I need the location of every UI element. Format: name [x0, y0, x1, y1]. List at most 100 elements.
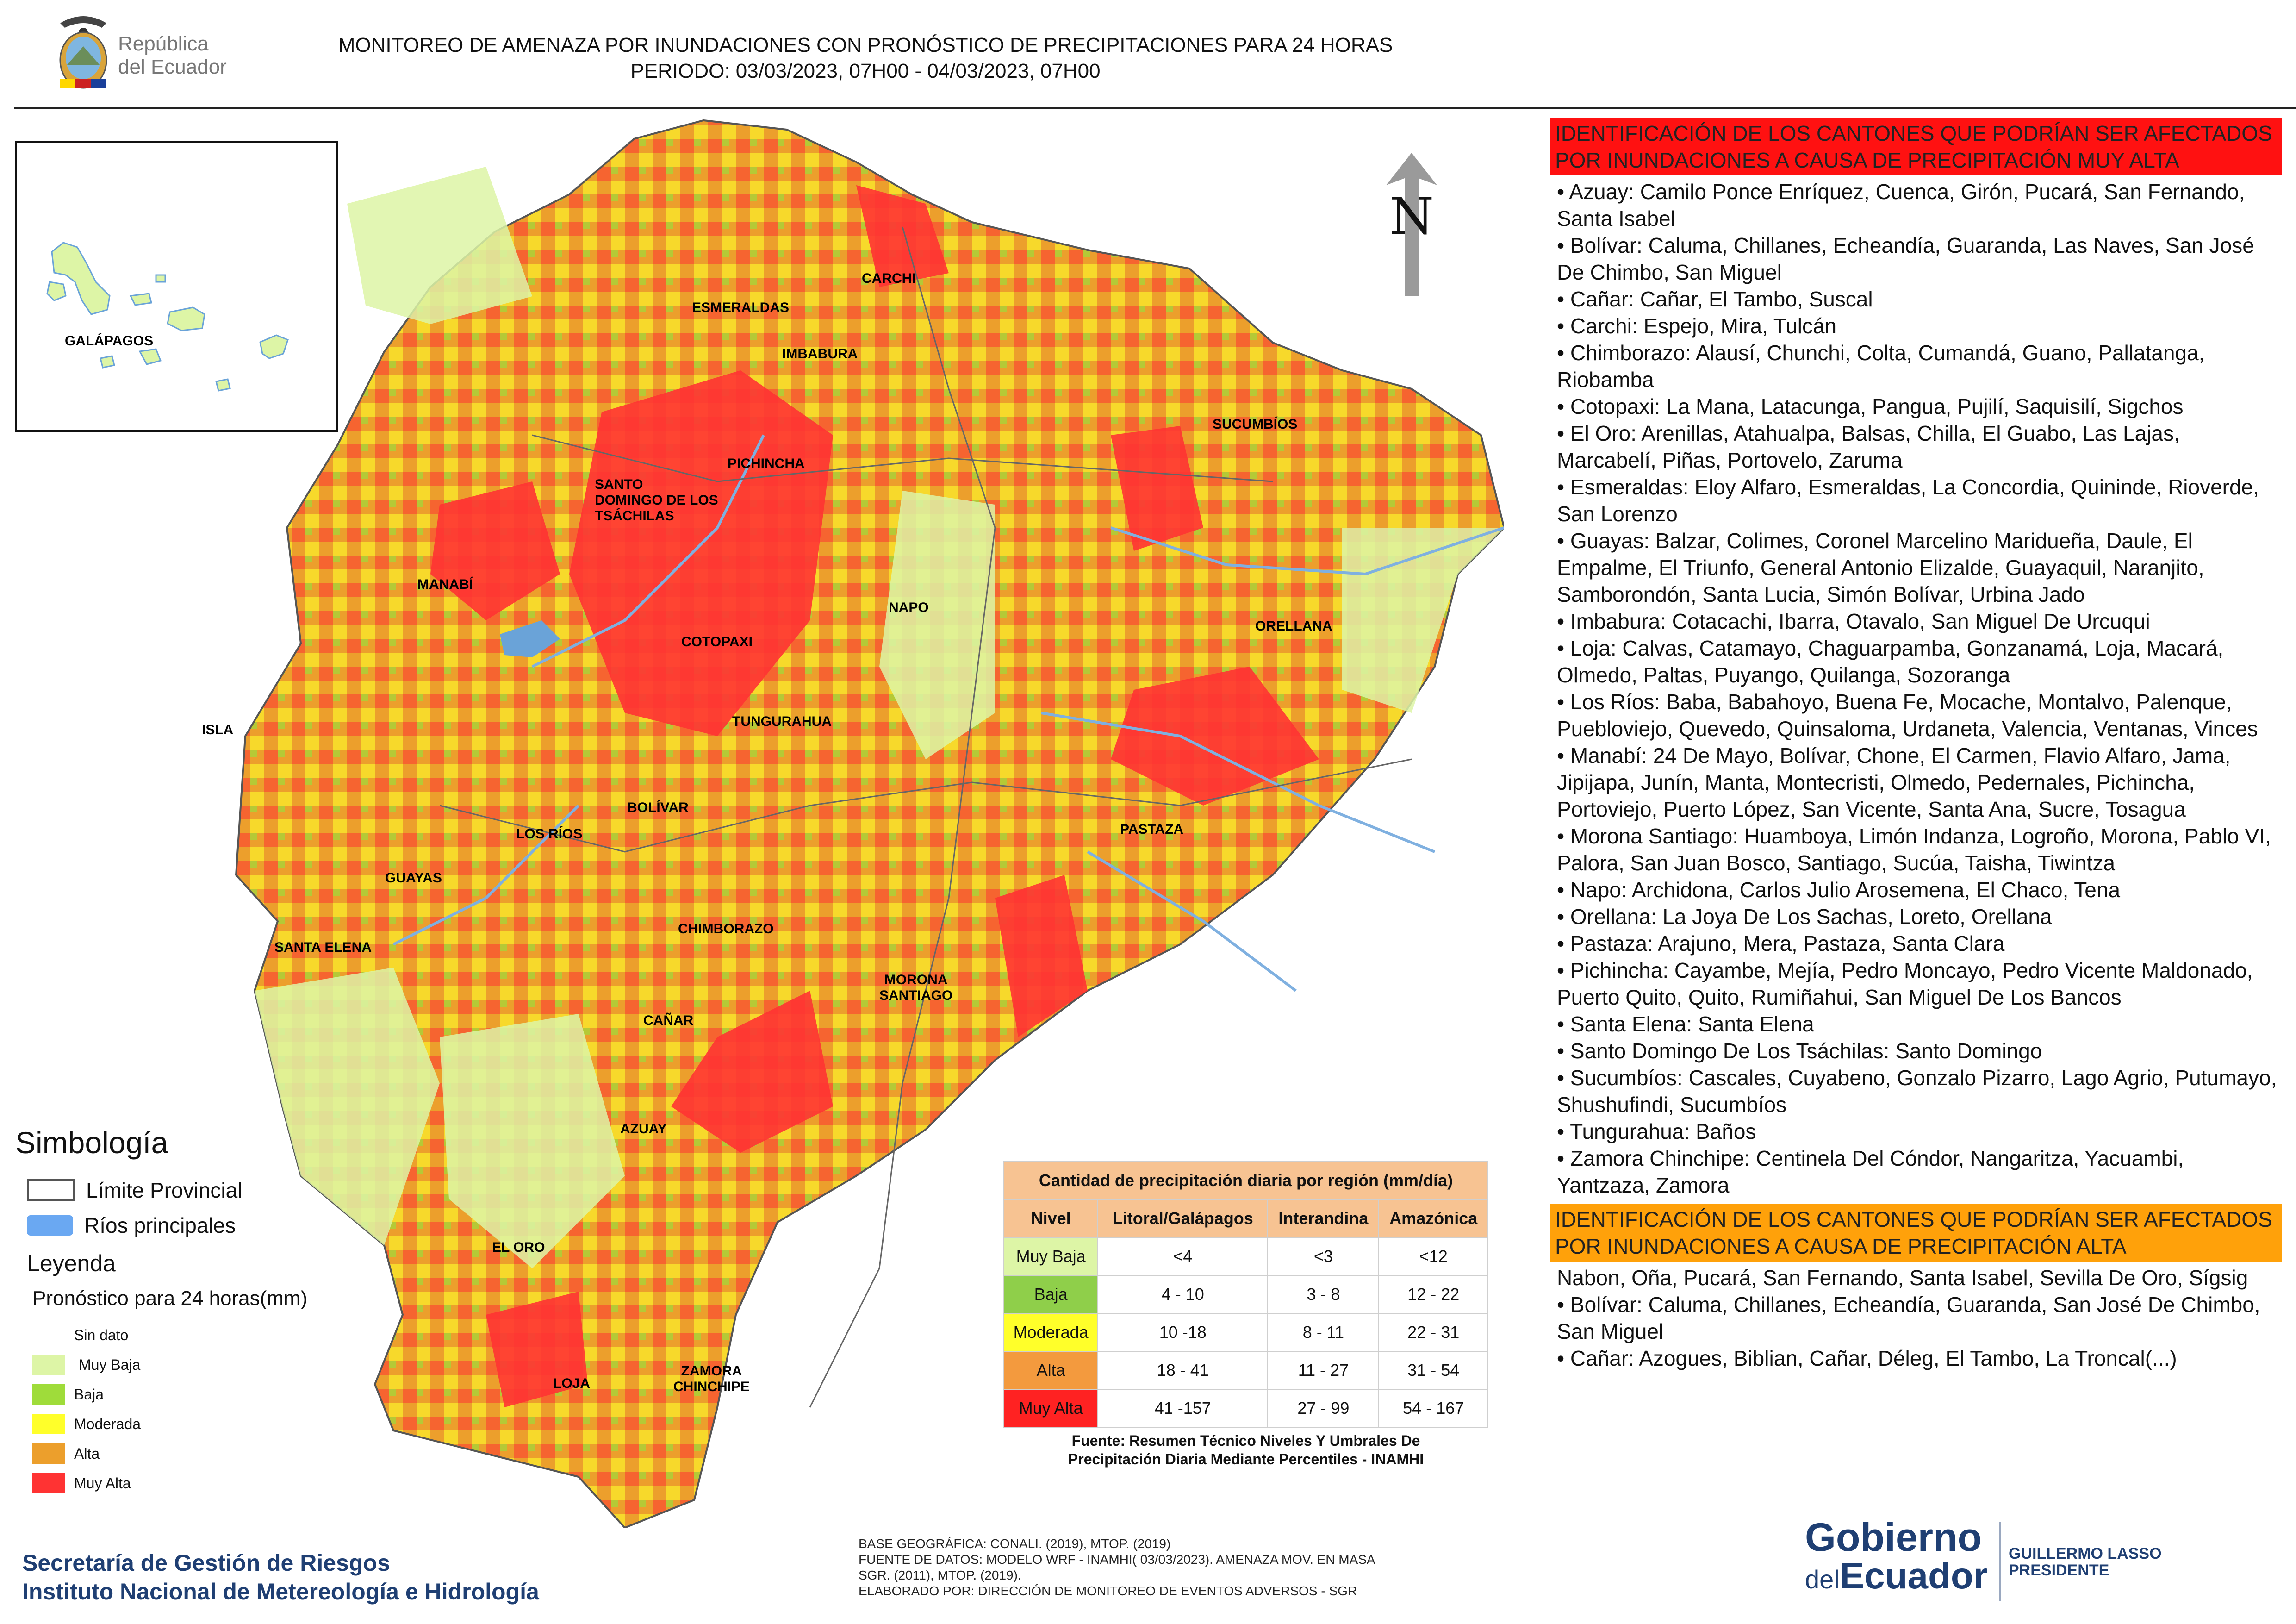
gov-logo-divider	[1999, 1522, 2001, 1601]
main-rivers	[392, 434, 1504, 992]
table-cell: 8 - 11	[1267, 1313, 1380, 1352]
table-row: Muy Baja <4 <3 <12	[1003, 1237, 1488, 1276]
province-label-azuay: AZUAY	[620, 1121, 667, 1137]
list-item: Orellana: La Joya De Los Sachas, Loreto,…	[1557, 903, 2277, 930]
provincial-boundaries	[439, 226, 1412, 1408]
gov-logo-line1: Gobierno	[1805, 1515, 1982, 1560]
table-cell: 12 - 22	[1378, 1275, 1488, 1314]
galapagos-islands-map	[46, 242, 289, 392]
precipitation-thresholds-table: Cantidad de precipitación diaria por reg…	[1003, 1161, 1488, 1428]
table-cell-nivel: Moderada	[1003, 1313, 1099, 1352]
legend-swatch	[32, 1325, 65, 1345]
org-line1: Secretaría de Gestión de Riesgos	[22, 1550, 390, 1576]
province-label-bolivar: BOLÍVAR	[627, 800, 689, 815]
province-label-napo: NAPO	[889, 600, 929, 615]
footer-organizations: Secretaría de Gestión de Riesgos Institu…	[22, 1549, 539, 1606]
legend-item-moderada: Moderada	[32, 1409, 141, 1439]
ecuador-coat-of-arms-logo	[59, 16, 107, 89]
legend-swatch	[32, 1473, 65, 1493]
legend-label: Muy Alta	[74, 1474, 131, 1492]
table-cell: 11 - 27	[1267, 1351, 1380, 1390]
north-label: N	[1389, 187, 1434, 246]
list-item: Pichincha: Cayambe, Mejía, Pedro Moncayo…	[1557, 957, 2277, 1011]
period-label: PERIODO: 03/03/2023, 07H00 - 04/03/2023,…	[630, 60, 1101, 82]
table-row: Muy Alta 41 -157 27 - 99 54 - 167	[1003, 1389, 1488, 1428]
san-cristobal-island	[259, 334, 289, 359]
province-label-santo-domingo: SANTO DOMINGO DE LOS TSÁCHILAS	[595, 477, 718, 524]
list-item: Chimborazo: Alausí, Chunchi, Colta, Cuma…	[1557, 339, 2277, 393]
province-label-santa-elena: SANTA ELENA	[274, 940, 372, 955]
province-label-los-rios: LOS RÍOS	[516, 826, 583, 842]
list-item: Loja: Calvas, Catamayo, Chaguarpamba, Go…	[1557, 635, 2277, 688]
legend-rios-principales: Ríos principales	[27, 1213, 236, 1238]
legend-label: Alta	[74, 1445, 100, 1462]
president-title: PRESIDENTE	[2009, 1562, 2109, 1579]
legend-label: Baja	[74, 1386, 104, 1403]
list-item: Sucumbíos: Cascales, Cuyabeno, Gonzalo P…	[1557, 1064, 2277, 1118]
list-item: El Oro: Arenillas, Atahualpa, Balsas, Ch…	[1557, 420, 2277, 474]
province-label-el-oro: EL ORO	[492, 1240, 545, 1255]
legend-swatch	[32, 1384, 65, 1405]
table-header: Interandina	[1267, 1199, 1380, 1238]
table-cell: 3 - 8	[1267, 1275, 1380, 1314]
table-cell-nivel: Baja	[1003, 1275, 1099, 1314]
muy-alta-zones	[430, 185, 1319, 1407]
list-item: Guayas: Balzar, Colimes, Coronel Marceli…	[1557, 527, 2277, 608]
map-credits: BASE GEOGRÁFICA: CONALI. (2019), MTOP. (…	[859, 1536, 1375, 1599]
list-item: Cañar: Cañar, El Tambo, Suscal	[1557, 286, 2277, 312]
table-source-line2: Precipitación Diaria Mediante Percentile…	[1068, 1451, 1424, 1468]
president-name: GUILLERMO LASSO	[2009, 1545, 2162, 1562]
table-cell: 27 - 99	[1267, 1389, 1380, 1428]
title-block: MONITOREO DE AMENAZA POR INUNDACIONES CO…	[324, 32, 1407, 84]
table-cell: 10 -18	[1097, 1313, 1269, 1352]
table-cell: 41 -157	[1097, 1389, 1269, 1428]
list-item: Morona Santiago: Huamboya, Limón Indanza…	[1557, 823, 2277, 876]
gov-logo-del: del	[1805, 1565, 1840, 1594]
table-cell: <3	[1267, 1237, 1380, 1276]
muy-alta-list: Azuay: Camilo Ponce Enríquez, Cuenca, Gi…	[1550, 175, 2282, 1199]
credit-line: SGR. (2011), MTOP. (2019).	[859, 1568, 1021, 1582]
table-cell-nivel: Muy Alta	[1003, 1389, 1099, 1428]
legend-swatch	[32, 1443, 65, 1464]
galapagos-inset	[15, 141, 338, 432]
pronostico-label: Pronóstico para 24 horas(mm)	[32, 1287, 308, 1310]
table-header: Litoral/Galápagos	[1097, 1199, 1269, 1238]
rios-principales-label: Ríos principales	[84, 1213, 236, 1237]
legend-limite-provincial: Límite Provincial	[27, 1178, 242, 1203]
province-label-loja: LOJA	[553, 1376, 591, 1391]
list-item: Tungurahua: Baños	[1557, 1118, 2277, 1145]
small-island	[100, 355, 115, 369]
list-item: Carchi: Espejo, Mira, Tulcán	[1557, 312, 2277, 339]
table-cell: 4 - 10	[1097, 1275, 1269, 1314]
small-island	[155, 274, 166, 283]
province-label-pastaza: PASTAZA	[1120, 822, 1184, 837]
logo-text-line2: del Ecuador	[118, 56, 227, 78]
isabela-island	[51, 242, 111, 315]
floreana-island	[138, 348, 162, 365]
legend-swatch	[32, 1414, 65, 1434]
simbologia-title: Simbología	[15, 1125, 168, 1160]
list-item: Manabí: 24 De Mayo, Bolívar, Chone, El C…	[1557, 742, 2277, 823]
province-label-sucumbios: SUCUMBÍOS	[1213, 417, 1298, 432]
list-item: Napo: Archidona, Carlos Julio Arosemena,…	[1557, 876, 2277, 903]
muy-alta-heading: IDENTIFICACIÓN DE LOS CANTONES QUE PODRÍ…	[1550, 118, 2282, 175]
list-item: Bolívar: Caluma, Chillanes, Echeandía, G…	[1557, 232, 2277, 286]
province-label-morona-santiago: MORONA SANTIAGO	[879, 972, 953, 1003]
province-label-canar: CAÑAR	[643, 1013, 694, 1028]
table-header: Nivel	[1003, 1199, 1099, 1238]
table-cell: <12	[1378, 1237, 1488, 1276]
legend-label: Moderada	[74, 1415, 141, 1432]
fernandina-island	[46, 281, 67, 301]
list-item: Los Ríos: Baba, Babahoyo, Buena Fe, Moca…	[1557, 688, 2277, 742]
logo-text: República del Ecuador	[118, 32, 227, 79]
list-item: Nabon, Oña, Pucará, San Fernando, Santa …	[1557, 1266, 2248, 1290]
gov-logo-ecuador: Ecuador	[1839, 1555, 1988, 1596]
list-item: Zamora Chinchipe: Centinela Del Cóndor, …	[1557, 1145, 2277, 1199]
table-row: Moderada 10 -18 8 - 11 22 - 31	[1003, 1313, 1488, 1352]
espanola-island	[215, 378, 231, 392]
president-block: GUILLERMO LASSO PRESIDENTE	[2009, 1545, 2162, 1579]
table-cell: <4	[1097, 1237, 1269, 1276]
list-item: Azuay: Camilo Ponce Enríquez, Cuenca, Gi…	[1557, 178, 2277, 232]
table-source-line1: Fuente: Resumen Técnico Niveles Y Umbral…	[1071, 1432, 1420, 1449]
alta-heading: IDENTIFICACIÓN DE LOS CANTONES QUE PODRÍ…	[1550, 1204, 2282, 1262]
